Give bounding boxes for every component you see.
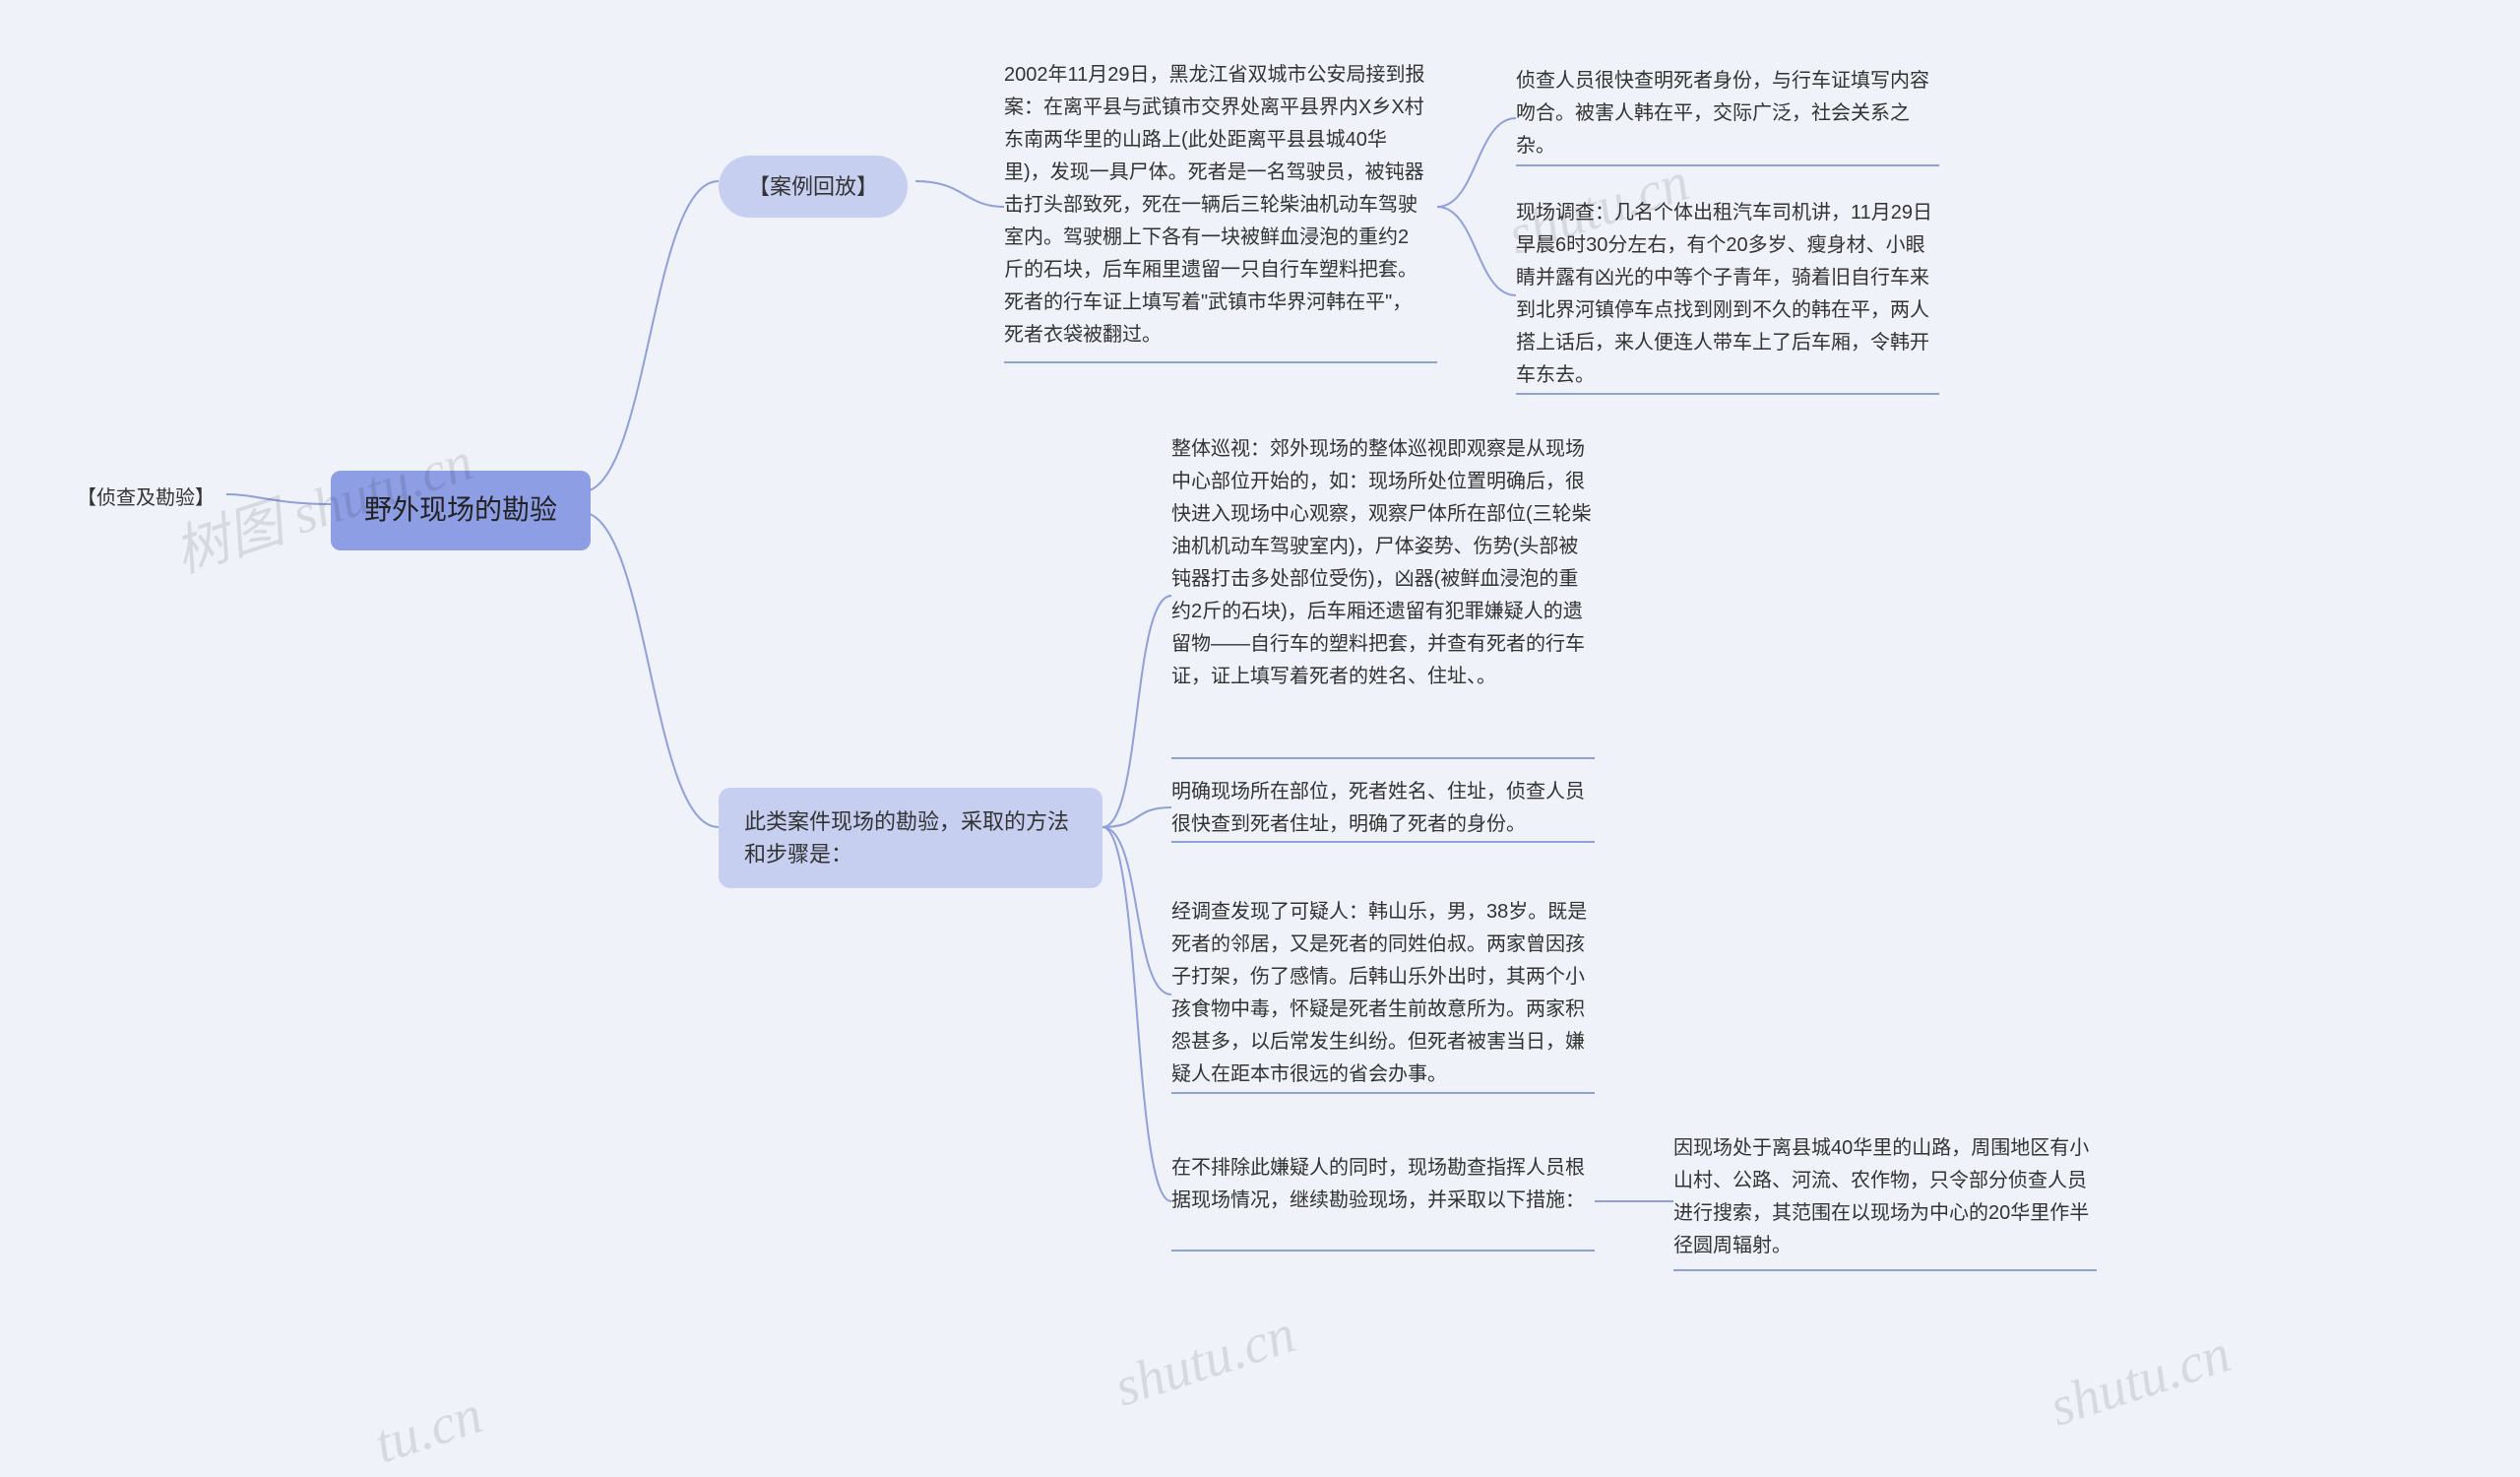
- watermark: tu.cn: [367, 1383, 490, 1477]
- left-branch-node[interactable]: 【侦查及勘验】: [77, 482, 215, 514]
- branch-label: 此类案件现场的勘验，采取的方法和步骤是：: [744, 809, 1069, 867]
- leaf-case-desc[interactable]: 2002年11月29日，黑龙江省双城市公安局接到报案：在离平县与武镇市交界处离平…: [1004, 59, 1427, 352]
- left-branch-label: 【侦查及勘验】: [77, 487, 215, 509]
- watermark: shutu.cn: [2043, 1321, 2238, 1439]
- watermark: shutu.cn: [1107, 1302, 1303, 1419]
- leaf-text: 在不排除此嫌疑人的同时，现场勘查指挥人员根据现场情况，继续勘验现场，并采取以下措…: [1171, 1157, 1585, 1211]
- leaf-continue-scene[interactable]: 在不排除此嫌疑人的同时，现场勘查指挥人员根据现场情况，继续勘验现场，并采取以下措…: [1171, 1152, 1595, 1217]
- leaf-confirm-location[interactable]: 明确现场所在部位，死者姓名、住址，侦查人员很快查到死者住址，明确了死者的身份。: [1171, 776, 1595, 841]
- leaf-text: 经调查发现了可疑人：韩山乐，男，38岁。既是死者的邻居，又是死者的同姓伯叔。两家…: [1171, 901, 1587, 1085]
- branch-case-replay[interactable]: 【案例回放】: [719, 156, 908, 218]
- leaf-identity[interactable]: 侦查人员很快查明死者身份，与行车证填写内容吻合。被害人韩在平，交际广泛，社会关系…: [1516, 65, 1939, 162]
- leaf-overall-patrol[interactable]: 整体巡视：郊外现场的整体巡视即观察是从现场中心部位开始的，如：现场所处位置明确后…: [1171, 433, 1595, 693]
- root-node[interactable]: 野外现场的勘验: [331, 471, 591, 550]
- leaf-text: 2002年11月29日，黑龙江省双城市公安局接到报案：在离平县与武镇市交界处离平…: [1004, 64, 1425, 346]
- leaf-suspect[interactable]: 经调查发现了可疑人：韩山乐，男，38岁。既是死者的邻居，又是死者的同姓伯叔。两家…: [1171, 896, 1595, 1091]
- leaf-text: 因现场处于离县城40华里的山路，周围地区有小山村、公路、河流、农作物，只令部分侦…: [1673, 1137, 2089, 1256]
- leaf-text: 整体巡视：郊外现场的整体巡视即观察是从现场中心部位开始的，如：现场所处位置明确后…: [1171, 438, 1592, 687]
- leaf-text: 侦查人员很快查明死者身份，与行车证填写内容吻合。被害人韩在平，交际广泛，社会关系…: [1516, 70, 1929, 157]
- leaf-scene-survey[interactable]: 现场调查：几名个体出租汽车司机讲，11月29日早晨6时30分左右，有个20多岁、…: [1516, 197, 1939, 392]
- leaf-search-range[interactable]: 因现场处于离县城40华里的山路，周围地区有小山村、公路、河流、农作物，只令部分侦…: [1673, 1132, 2097, 1262]
- leaf-text: 明确现场所在部位，死者姓名、住址，侦查人员很快查到死者住址，明确了死者的身份。: [1171, 781, 1585, 835]
- leaf-text: 现场调查：几名个体出租汽车司机讲，11月29日早晨6时30分左右，有个20多岁、…: [1516, 202, 1932, 386]
- branch-label: 【案例回放】: [748, 174, 878, 199]
- branch-methods[interactable]: 此类案件现场的勘验，采取的方法和步骤是：: [719, 788, 1102, 888]
- root-label: 野外现场的勘验: [364, 494, 557, 525]
